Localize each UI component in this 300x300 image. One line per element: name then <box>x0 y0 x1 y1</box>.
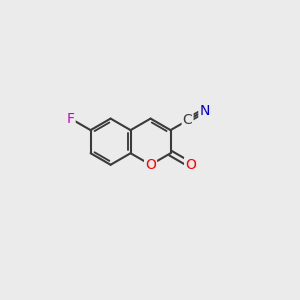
Text: C: C <box>183 113 192 127</box>
Text: F: F <box>67 112 75 126</box>
Text: N: N <box>200 103 210 118</box>
Text: O: O <box>145 158 156 172</box>
Text: O: O <box>185 158 196 172</box>
